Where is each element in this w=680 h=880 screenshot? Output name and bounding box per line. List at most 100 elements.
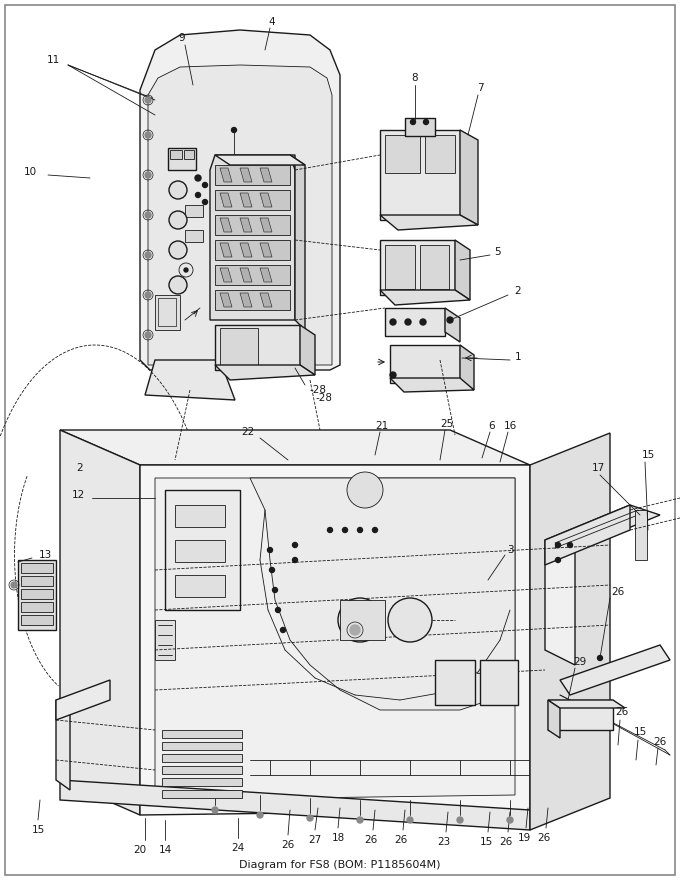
Polygon shape xyxy=(148,65,332,365)
Polygon shape xyxy=(460,345,474,390)
Polygon shape xyxy=(220,193,232,207)
Polygon shape xyxy=(240,193,252,207)
Polygon shape xyxy=(435,660,475,705)
Polygon shape xyxy=(220,218,232,232)
Polygon shape xyxy=(170,150,182,159)
Circle shape xyxy=(195,175,201,181)
Polygon shape xyxy=(165,490,240,610)
Text: 15: 15 xyxy=(479,837,492,847)
Polygon shape xyxy=(220,293,232,307)
Text: -28: -28 xyxy=(310,385,327,395)
Polygon shape xyxy=(290,155,305,330)
Circle shape xyxy=(203,200,207,204)
Polygon shape xyxy=(56,700,70,790)
Text: 22: 22 xyxy=(241,427,254,437)
Polygon shape xyxy=(215,290,290,310)
Circle shape xyxy=(280,627,286,633)
Polygon shape xyxy=(545,505,630,565)
Polygon shape xyxy=(260,218,272,232)
Text: 13: 13 xyxy=(38,550,52,560)
Polygon shape xyxy=(380,130,460,220)
Text: 26: 26 xyxy=(394,835,407,845)
Polygon shape xyxy=(240,268,252,282)
Polygon shape xyxy=(56,680,110,720)
Circle shape xyxy=(457,817,463,823)
Polygon shape xyxy=(530,433,610,830)
Polygon shape xyxy=(460,130,478,225)
Polygon shape xyxy=(215,265,290,285)
Polygon shape xyxy=(385,135,420,173)
Text: 26: 26 xyxy=(653,737,666,747)
Polygon shape xyxy=(380,240,455,295)
Circle shape xyxy=(179,263,193,277)
Text: -28: -28 xyxy=(316,393,333,403)
Text: 16: 16 xyxy=(503,421,517,431)
Polygon shape xyxy=(60,780,530,830)
Text: 2: 2 xyxy=(77,463,84,473)
Polygon shape xyxy=(635,510,647,560)
Text: 26: 26 xyxy=(537,833,551,843)
Text: 19: 19 xyxy=(517,833,530,843)
Circle shape xyxy=(292,558,297,562)
Polygon shape xyxy=(140,465,530,815)
Polygon shape xyxy=(215,165,290,185)
Polygon shape xyxy=(545,540,575,665)
Polygon shape xyxy=(60,430,140,815)
Polygon shape xyxy=(390,378,474,392)
Text: 8: 8 xyxy=(411,73,418,83)
Text: 25: 25 xyxy=(441,419,454,429)
Polygon shape xyxy=(220,243,232,257)
Circle shape xyxy=(390,319,396,325)
Text: 5: 5 xyxy=(494,247,501,257)
Circle shape xyxy=(447,317,453,323)
Text: 10: 10 xyxy=(23,167,37,177)
Polygon shape xyxy=(162,778,242,786)
Circle shape xyxy=(350,625,360,635)
Polygon shape xyxy=(21,602,53,612)
Text: 11: 11 xyxy=(46,55,60,65)
Polygon shape xyxy=(155,295,180,330)
Polygon shape xyxy=(445,308,460,342)
Circle shape xyxy=(390,372,396,378)
Polygon shape xyxy=(215,325,300,370)
Circle shape xyxy=(420,319,426,325)
Circle shape xyxy=(275,607,280,612)
Polygon shape xyxy=(240,218,252,232)
Circle shape xyxy=(568,542,573,547)
Text: 18: 18 xyxy=(331,833,345,843)
Circle shape xyxy=(411,120,415,124)
Circle shape xyxy=(145,252,151,258)
Text: 14: 14 xyxy=(158,845,171,855)
Circle shape xyxy=(292,542,297,547)
Polygon shape xyxy=(215,365,315,380)
Circle shape xyxy=(407,817,413,823)
Circle shape xyxy=(257,812,263,818)
Text: 2: 2 xyxy=(515,286,522,296)
Polygon shape xyxy=(60,430,530,465)
Polygon shape xyxy=(185,230,203,242)
Text: 21: 21 xyxy=(375,421,389,431)
Polygon shape xyxy=(405,118,435,136)
Polygon shape xyxy=(220,168,232,182)
Text: 9: 9 xyxy=(179,33,186,43)
Polygon shape xyxy=(300,325,315,375)
Polygon shape xyxy=(425,135,455,173)
Circle shape xyxy=(556,542,560,547)
Polygon shape xyxy=(21,563,53,573)
Polygon shape xyxy=(215,240,290,260)
Circle shape xyxy=(169,211,187,229)
Polygon shape xyxy=(260,243,272,257)
Polygon shape xyxy=(215,155,305,165)
Polygon shape xyxy=(168,148,196,170)
Circle shape xyxy=(145,132,151,138)
Circle shape xyxy=(145,212,151,218)
Circle shape xyxy=(273,588,277,592)
Text: 3: 3 xyxy=(507,545,513,555)
Circle shape xyxy=(373,527,377,532)
Polygon shape xyxy=(560,645,670,695)
Polygon shape xyxy=(480,660,518,705)
Polygon shape xyxy=(145,360,235,400)
Circle shape xyxy=(231,128,237,133)
Circle shape xyxy=(388,598,432,642)
Polygon shape xyxy=(21,589,53,599)
